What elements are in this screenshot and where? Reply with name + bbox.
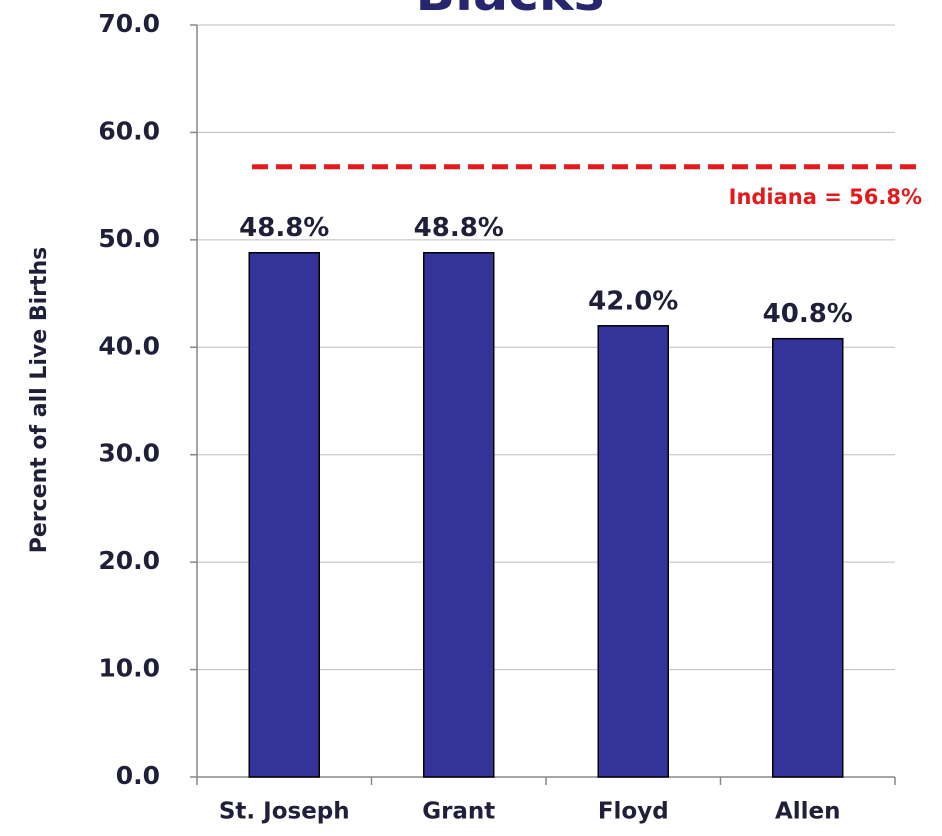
y-tick-label: 70.0 [98,9,160,38]
y-axis-label: Percent of all Live Births [27,247,52,554]
y-tick-label: 0.0 [116,761,160,790]
value-label: 40.8% [763,299,853,329]
y-tick-label: 60.0 [98,116,160,145]
value-label: 48.8% [239,213,329,243]
x-tick-label: Grant [422,799,495,825]
bar [772,337,844,778]
x-tick-label: St. Joseph [219,799,350,825]
x-tick-label: Floyd [598,799,669,825]
bar [248,251,320,778]
y-tick-label: 20.0 [98,546,160,575]
y-tick-label: 10.0 [98,654,160,683]
value-label: 48.8% [414,213,504,243]
y-tick-label: 40.0 [98,331,160,360]
y-tick-label: 30.0 [98,439,160,468]
x-tick-label: Allen [775,799,841,825]
chart-title: Blacks [416,0,605,23]
bar [597,325,669,778]
value-label: 42.0% [588,286,678,316]
bar [423,251,495,778]
reference-label: Indiana = 56.8% [729,185,922,209]
y-tick-label: 50.0 [98,224,160,253]
